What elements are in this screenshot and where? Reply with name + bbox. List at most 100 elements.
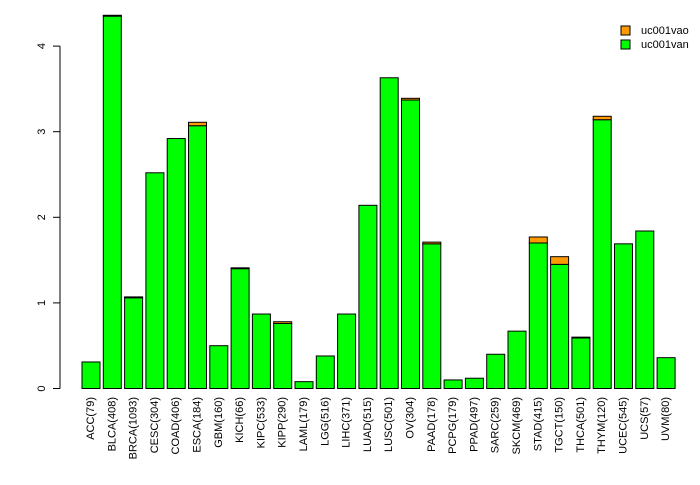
x-tick-label: UCS(57)	[639, 397, 651, 440]
bar-uc001van	[251, 313, 271, 390]
legend-swatch	[620, 39, 631, 50]
x-tick-label: KICH(66)	[234, 397, 246, 443]
bar-uc001vao	[124, 296, 144, 299]
legend-label: uc001vao	[641, 25, 689, 37]
x-tick-label: SKCM(469)	[511, 397, 523, 454]
legend-item: uc001van	[620, 39, 689, 51]
y-axis: 0 1 2 3 4	[36, 43, 61, 392]
bar-group	[166, 138, 186, 389]
bar-uc001van	[592, 119, 612, 389]
y-tick-label: 0	[36, 385, 48, 391]
bar-group	[315, 355, 335, 389]
bar-group	[550, 256, 570, 390]
bar-uc001vao	[550, 256, 570, 265]
bar-group	[273, 321, 293, 389]
bar-uc001van	[358, 204, 378, 389]
bar-uc001vao	[401, 97, 420, 101]
x-axis-labels: ACC(79) BLCA(408) BRCA(1093) CESC(304) COAD(…	[85, 397, 672, 459]
bar-uc001van	[464, 377, 484, 389]
x-tick-label: PAAD(178)	[426, 397, 438, 452]
x-tick-label: BRCA(1093)	[128, 397, 140, 459]
x-tick-label: PCPG(179)	[447, 397, 459, 454]
legend-swatch	[620, 25, 631, 36]
bar-group	[294, 381, 314, 390]
bar-group	[592, 115, 612, 389]
bar-uc001van	[102, 15, 122, 389]
bar-uc001vao	[230, 267, 250, 270]
bar-uc001vao	[273, 321, 293, 324]
bar-uc001van	[273, 322, 293, 389]
x-tick-label: TGCT(150)	[554, 397, 566, 453]
x-tick-label: LGG(516)	[319, 397, 331, 446]
bar-uc001vao	[592, 115, 612, 121]
bar-group	[145, 172, 165, 389]
bar-group	[528, 236, 548, 389]
bar-uc001vao	[188, 121, 207, 127]
x-tick-label: ACC(79)	[85, 397, 97, 440]
x-tick-label: KIPC(533)	[255, 397, 267, 448]
bar-uc001van	[401, 99, 420, 389]
y-tick-label: 2	[36, 214, 48, 220]
bar-group	[358, 204, 378, 389]
x-tick-label: PPAD(497)	[468, 397, 480, 452]
bar-group	[507, 330, 527, 390]
legend-item: uc001vao	[620, 25, 689, 37]
legend: uc001vao uc001van	[620, 25, 689, 51]
x-tick-label: ESCA(184)	[192, 397, 204, 453]
bar-group	[251, 313, 271, 390]
bar-uc001van	[294, 381, 314, 390]
x-tick-label: GBM(160)	[213, 397, 225, 448]
bar-uc001van	[337, 313, 357, 390]
bar-uc001van	[507, 330, 527, 390]
x-tick-label: SARC(259)	[490, 397, 502, 453]
x-tick-label: OV(304)	[405, 397, 417, 439]
bar-uc001van	[614, 243, 633, 389]
bar-uc001van	[81, 361, 101, 389]
bar-uc001van	[635, 230, 655, 389]
bar-uc001van	[315, 355, 335, 389]
x-tick-label: LUSC(501)	[383, 397, 395, 452]
bar-uc001van	[422, 243, 442, 389]
bar-uc001van	[124, 297, 144, 390]
x-tick-label: BLCA(408)	[106, 397, 118, 451]
y-tick-label: 1	[36, 300, 48, 306]
bar-group	[337, 313, 357, 390]
x-tick-label: LIHC(371)	[341, 397, 353, 448]
x-tick-label: STAD(415)	[532, 397, 544, 451]
bar-group	[635, 230, 655, 389]
bar-group	[464, 377, 484, 389]
bar-uc001van	[571, 337, 591, 390]
x-tick-label: COAD(406)	[170, 397, 182, 454]
y-tick-label: 3	[36, 129, 48, 135]
legend-label: uc001van	[641, 39, 689, 51]
bar-group	[443, 379, 463, 390]
x-tick-label: UCEC(545)	[618, 397, 630, 454]
bar-uc001van	[188, 125, 207, 389]
bar-group	[614, 243, 633, 389]
bar-uc001van	[656, 357, 676, 389]
bar-group	[230, 267, 250, 389]
bar-uc001van	[486, 353, 506, 390]
bar-uc001van	[443, 379, 463, 390]
y-tick-label: 4	[36, 43, 48, 49]
bar-uc001vao	[528, 236, 548, 244]
bar-uc001van	[379, 77, 399, 389]
x-tick-label: CESC(304)	[149, 397, 161, 453]
x-tick-label: LAML(179)	[298, 397, 310, 451]
bar-group	[401, 97, 420, 389]
bar-uc001vao	[422, 241, 442, 245]
bar-group	[379, 77, 399, 389]
bar-group	[422, 241, 442, 389]
x-tick-label: UVM(80)	[660, 397, 672, 441]
bar-group	[81, 361, 101, 389]
bars-layer	[81, 14, 676, 390]
bar-group	[124, 296, 144, 390]
x-tick-label: LUAD(515)	[362, 397, 374, 452]
bar-uc001van	[209, 345, 229, 390]
bar-group	[571, 336, 591, 390]
bar-group	[656, 357, 676, 389]
bar-uc001van	[166, 138, 186, 389]
x-tick-label: THYM(120)	[596, 397, 608, 454]
